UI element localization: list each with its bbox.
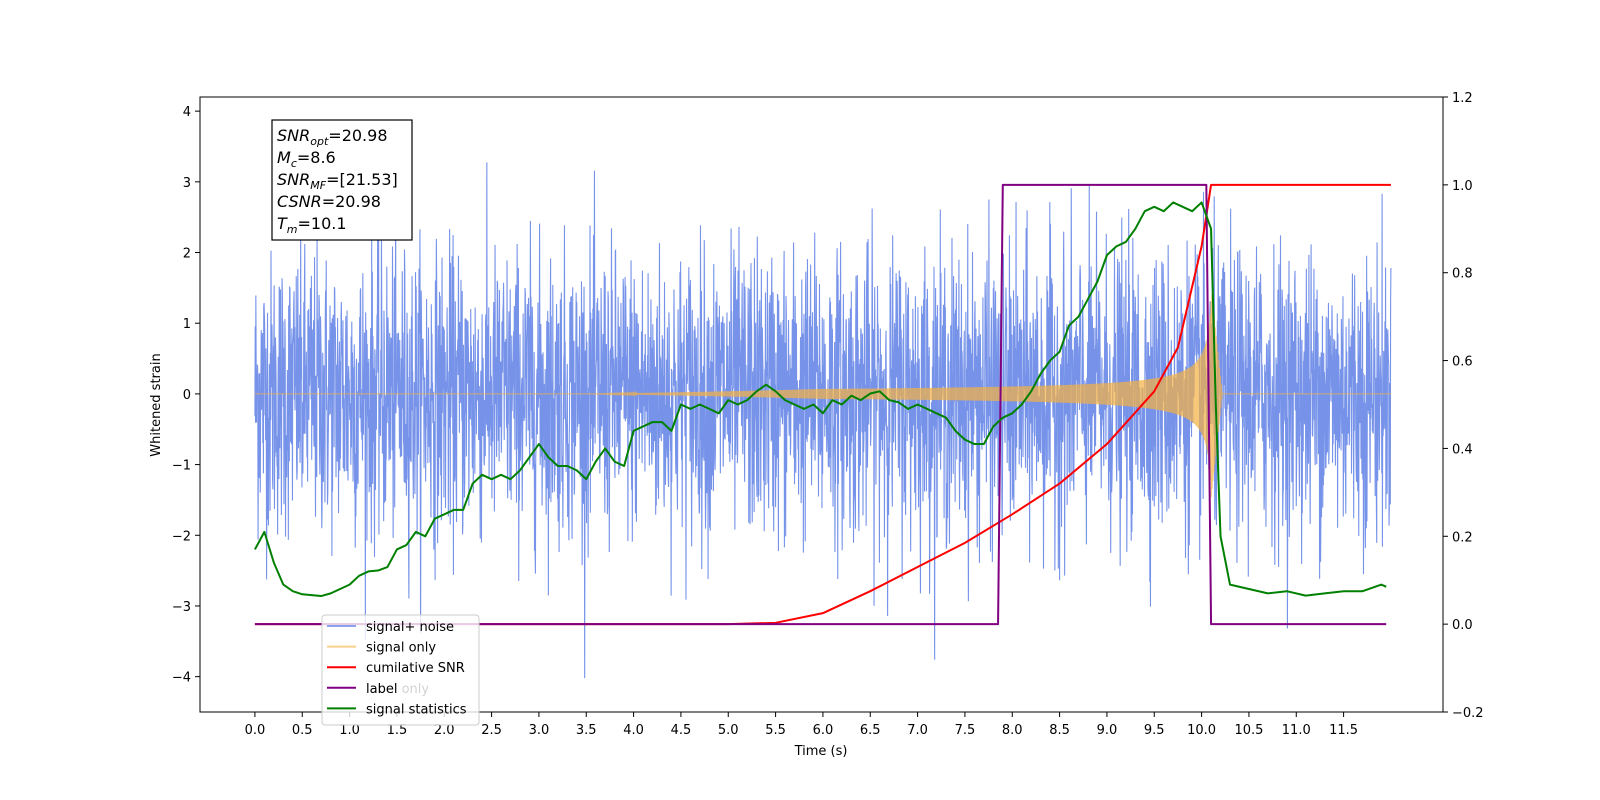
x-tick-label: 4.0	[623, 723, 644, 738]
x-tick-label: 8.5	[1049, 723, 1070, 738]
y-right-tick-label: 0.6	[1452, 355, 1473, 370]
x-tick-label: 1.5	[387, 723, 408, 738]
x-tick-label: 2.5	[481, 723, 502, 738]
x-tick-label: 0.5	[292, 723, 313, 738]
y-left-tick-label: −1	[172, 459, 191, 474]
x-axis-label: Time (s)	[794, 744, 848, 759]
y-left-tick-label: 0	[183, 388, 191, 403]
series-signal-only	[254, 294, 1391, 498]
y-right-tick-label: 0.0	[1452, 618, 1473, 633]
legend-label: signal statistics	[366, 702, 467, 717]
series-signal-noise	[254, 162, 1392, 679]
y-axis-right-ticks: −0.2 0.0 0.2 0.4 0.6 0.8 1.0 1.2	[1443, 91, 1484, 721]
y-left-tick-label: 2	[183, 247, 191, 262]
info-line: SNRopt=20.98	[277, 126, 388, 148]
y-right-tick-label: 0.2	[1452, 530, 1473, 545]
x-tick-label: 3.0	[529, 723, 550, 738]
x-tick-label: 5.0	[718, 723, 739, 738]
info-line: CSNR=20.98	[277, 192, 381, 211]
x-tick-label: 1.0	[339, 723, 360, 738]
x-tick-label: 11.0	[1282, 723, 1311, 738]
x-tick-label: 6.0	[813, 723, 834, 738]
series-cumulative-snr	[254, 183, 1391, 626]
x-tick-label: 10.0	[1187, 723, 1216, 738]
plot-frame	[199, 96, 1444, 713]
y-axis-left-ticks: −4 −3 −2 −1 0 1 2 3 4	[172, 105, 200, 686]
y-right-tick-label: −0.2	[1452, 706, 1484, 721]
info-line: Mc=8.6	[277, 148, 336, 170]
series-label	[254, 183, 1387, 626]
y-left-tick-label: −3	[172, 600, 191, 615]
y-left-tick-label: 3	[183, 176, 191, 191]
x-axis-ticks: 0.0 0.5 1.0 1.5 2.0 2.5 3.0 3.5 4.0 4.5 5.0 5.5 6.0 6…	[245, 712, 1358, 738]
info-line: Tm=10.1	[277, 214, 347, 236]
x-tick-label: 3.5	[576, 723, 597, 738]
legend-label: signal only	[366, 641, 436, 656]
x-tick-label: 10.5	[1234, 723, 1263, 738]
info-box-frame	[271, 119, 413, 241]
x-tick-label: 0.0	[245, 723, 266, 738]
x-tick-label: 11.5	[1329, 723, 1358, 738]
y-right-tick-label: 1.2	[1452, 91, 1473, 106]
x-tick-label: 7.0	[907, 723, 928, 738]
series-signal-statistics	[254, 201, 1387, 598]
x-tick-label: 5.5	[765, 723, 786, 738]
x-tick-label: 9.0	[1097, 723, 1118, 738]
x-tick-label: 9.5	[1144, 723, 1165, 738]
x-tick-label: 7.5	[955, 723, 976, 738]
y-right-tick-label: 0.8	[1452, 267, 1473, 282]
y-right-tick-label: 0.4	[1452, 442, 1473, 457]
legend-label: cumilative SNR	[366, 661, 465, 676]
series-layer	[254, 162, 1392, 679]
x-tick-label: 8.0	[1002, 723, 1023, 738]
legend-label-hidden: label only	[366, 682, 429, 697]
y-left-tick-label: −2	[172, 529, 191, 544]
legend-frame	[321, 614, 480, 726]
info-line: SNRMF=[21.53]	[277, 170, 398, 192]
legend: signal+ noise signal only cumilative SNR la…	[321, 614, 480, 726]
info-box: SNRopt=20.98Mc=8.6SNRMF=[21.53]CSNR=20.9…	[271, 119, 413, 241]
x-tick-label: 4.5	[671, 723, 692, 738]
legend-label: signal+ noise	[366, 620, 454, 635]
y-left-tick-label: 1	[183, 317, 191, 332]
x-tick-label: 2.0	[434, 723, 455, 738]
legend-label: label	[366, 682, 397, 697]
y-left-tick-label: −4	[172, 671, 191, 686]
y-axis-left-label: Whitened strain	[149, 353, 164, 456]
x-tick-label: 6.5	[860, 723, 881, 738]
y-right-tick-label: 1.0	[1452, 179, 1473, 194]
y-left-tick-label: 4	[183, 105, 191, 120]
